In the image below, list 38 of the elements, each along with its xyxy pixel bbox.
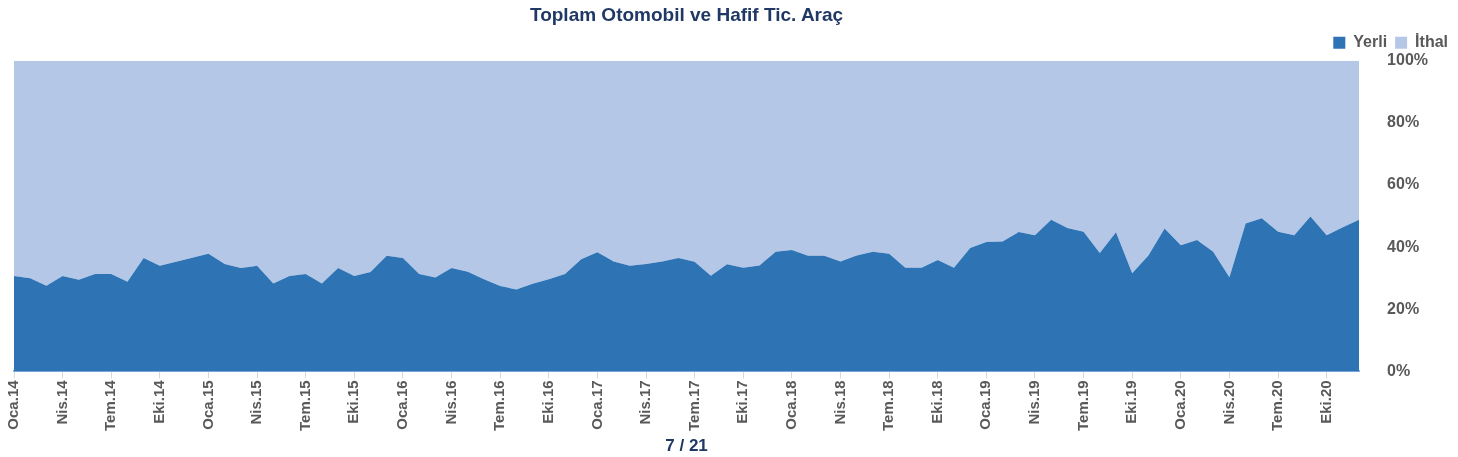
x-tick-label: Nis.18: [830, 380, 848, 425]
x-tick-label: Oca.18: [782, 380, 800, 430]
x-tick-label: Tem.19: [1073, 380, 1091, 432]
y-tick-label: 40%: [1387, 237, 1420, 255]
x-tick-label: Tem.20: [1268, 380, 1286, 432]
x-tick-label: Oca.19: [976, 380, 994, 430]
x-tick-label: Nis.14: [52, 379, 70, 425]
x-tick-label: Tem.14: [101, 379, 119, 432]
x-tick-label: Tem.15: [295, 380, 313, 432]
x-tick-label: Tem.17: [684, 380, 702, 432]
x-tick-label: Eki.18: [927, 380, 945, 424]
x-tick-label: Nis.20: [1219, 380, 1237, 425]
x-tick-label: Oca.14: [4, 379, 22, 430]
legend-label: İthal: [1415, 33, 1448, 51]
x-tick-label: Nis.19: [1025, 380, 1043, 425]
y-tick-label: 60%: [1387, 175, 1420, 193]
x-tick-label: Nis.17: [636, 380, 654, 425]
x-tick-label: Oca.20: [1170, 380, 1188, 430]
x-tick-label: Eki.15: [344, 380, 362, 424]
x-tick-label: Eki.16: [538, 380, 556, 424]
x-tick-label: Eki.17: [733, 380, 751, 424]
chart-title: Toplam Otomobil ve Hafif Tic. Araç: [529, 3, 844, 25]
x-tick-label: Oca.15: [198, 380, 216, 430]
x-tick-label: Oca.16: [393, 380, 411, 430]
x-tick-label: Eki.19: [1122, 380, 1140, 424]
y-tick-label: 100%: [1387, 51, 1428, 69]
x-tick-label: Nis.16: [441, 380, 459, 425]
x-tick-label: Tem.18: [879, 380, 897, 432]
y-tick-label: 80%: [1387, 113, 1420, 131]
y-tick-label: 20%: [1387, 299, 1420, 317]
x-tick-label: Eki.20: [1316, 380, 1334, 424]
x-tick-label: Tem.16: [490, 380, 508, 432]
y-tick-label: 0%: [1387, 361, 1411, 379]
text: 7 / 21: [665, 436, 708, 456]
x-tick-label: Oca.17: [587, 380, 605, 430]
x-tick-label: Eki.14: [149, 379, 167, 424]
x-tick-label: Nis.15: [247, 380, 265, 425]
legend-label: Yerli: [1353, 33, 1388, 51]
